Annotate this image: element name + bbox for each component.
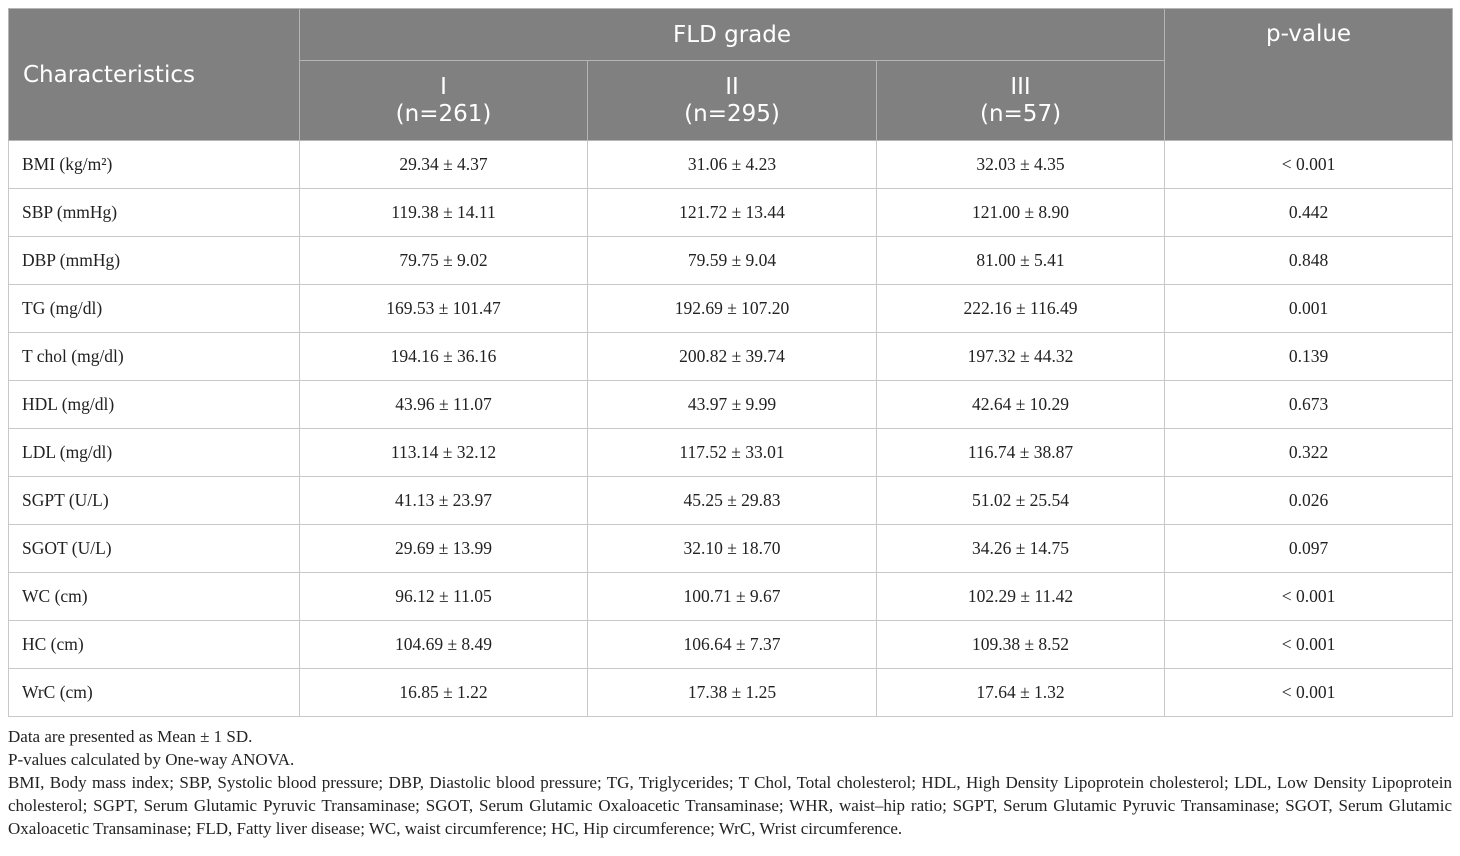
grade-label: I <box>440 73 447 100</box>
cell: 16.85 ± 1.22 <box>299 668 588 717</box>
footnote: P-values calculated by One-way ANOVA. <box>8 750 295 769</box>
cell: 96.12 ± 11.05 <box>299 572 588 621</box>
cell: 81.00 ± 5.41 <box>875 236 1166 285</box>
cell: < 0.001 <box>1164 140 1454 189</box>
cell: 79.59 ± 9.04 <box>587 236 877 285</box>
header-cell: FLD grade <box>298 8 1166 61</box>
cell: 0.322 <box>1164 428 1454 477</box>
table-row: DBP (mmHg) 79.75 ± 9.02 79.59 ± 9.04 81.00 … <box>8 236 1454 285</box>
cell: 32.03 ± 4.35 <box>875 140 1166 189</box>
footnote: BMI, Body mass index; SBP, Systolic bloo… <box>8 773 1452 838</box>
cell: 100.71 ± 9.67 <box>587 572 877 621</box>
table-row: TG (mg/dl) 169.53 ± 101.47 192.69 ± 107.20… <box>8 284 1454 333</box>
cell: 32.10 ± 18.70 <box>587 524 877 573</box>
cell: 0.026 <box>1164 476 1454 525</box>
header-cell: I (n=261) <box>299 60 588 141</box>
table-row: HC (cm) 104.69 ± 8.49 106.64 ± 7.37 109.38 … <box>8 620 1454 669</box>
footnote: Data are presented as Mean ± 1 SD. <box>8 727 253 746</box>
cell: 121.00 ± 8.90 <box>875 188 1166 237</box>
cell: 192.69 ± 107.20 <box>587 284 877 333</box>
row-label: T chol (mg/dl) <box>8 332 300 381</box>
cell: 42.64 ± 10.29 <box>875 380 1166 429</box>
cell: 119.38 ± 14.11 <box>299 188 588 237</box>
grade-n: (n=295) <box>684 100 780 127</box>
row-label: DBP (mmHg) <box>8 236 300 285</box>
grade-n: (n=261) <box>395 100 492 127</box>
header-cell: II (n=295) <box>587 60 877 141</box>
cell: < 0.001 <box>1164 668 1454 717</box>
table-row: SGOT (U/L) 29.69 ± 13.99 32.10 ± 18.70 34.2… <box>8 524 1454 573</box>
table-row: SBP (mmHg) 119.38 ± 14.11 121.72 ± 13.44 12… <box>8 188 1454 237</box>
cell: 200.82 ± 39.74 <box>587 332 877 381</box>
cell: 79.75 ± 9.02 <box>299 236 588 285</box>
cell: 29.34 ± 4.37 <box>299 140 588 189</box>
cell: 29.69 ± 13.99 <box>299 524 588 573</box>
cell: 43.96 ± 11.07 <box>299 380 588 429</box>
cell: 0.673 <box>1164 380 1454 429</box>
table-row: SGPT (U/L) 41.13 ± 23.97 45.25 ± 29.83 51.0… <box>8 476 1454 525</box>
header-cell: Characteristics <box>8 8 300 141</box>
header-row: I (n=261) II (n=295) III (n=57) <box>9 60 1453 141</box>
header-cell: III (n=57) <box>875 60 1166 141</box>
table-row: WrC (cm) 16.85 ± 1.22 17.38 ± 1.25 17.64 ± … <box>8 668 1454 717</box>
cell: 0.001 <box>1164 284 1454 333</box>
cell: 117.52 ± 33.01 <box>587 428 877 477</box>
cell: 121.72 ± 13.44 <box>587 188 877 237</box>
cell: 104.69 ± 8.49 <box>299 620 588 669</box>
footnotes: Data are presented as Mean ± 1 SD. P-valu… <box>8 725 1452 840</box>
row-label: LDL (mg/dl) <box>8 428 300 477</box>
table-row: BMI (kg/m²) 29.34 ± 4.37 31.06 ± 4.23 32.03… <box>8 140 1454 189</box>
grade-label: III <box>1010 73 1031 100</box>
header-cell: p-value <box>1164 8 1454 141</box>
cell: 194.16 ± 36.16 <box>299 332 588 381</box>
row-label: BMI (kg/m²) <box>8 140 300 189</box>
table-row: T chol (mg/dl) 194.16 ± 36.16 200.82 ± 39.… <box>8 332 1454 381</box>
cell: < 0.001 <box>1164 620 1454 669</box>
cell: 17.38 ± 1.25 <box>587 668 877 717</box>
cell: 0.097 <box>1164 524 1454 573</box>
cell: < 0.001 <box>1164 572 1454 621</box>
row-label: WC (cm) <box>8 572 300 621</box>
cell: 0.139 <box>1164 332 1454 381</box>
row-label: WrC (cm) <box>8 668 300 717</box>
cell: 113.14 ± 32.12 <box>299 428 588 477</box>
row-label: SGPT (U/L) <box>8 476 300 525</box>
cell: 169.53 ± 101.47 <box>299 284 588 333</box>
row-label: HDL (mg/dl) <box>8 380 300 429</box>
row-label: TG (mg/dl) <box>8 284 300 333</box>
cell: 102.29 ± 11.42 <box>875 572 1166 621</box>
row-label: HC (cm) <box>8 620 300 669</box>
cell: 31.06 ± 4.23 <box>587 140 877 189</box>
cell: 197.32 ± 44.32 <box>875 332 1166 381</box>
cell: 51.02 ± 25.54 <box>875 476 1166 525</box>
table-head: Characteristics FLD grade p-value I (n=26… <box>8 8 1454 141</box>
grade-label: II <box>725 73 739 100</box>
table-row: WC (cm) 96.12 ± 11.05 100.71 ± 9.67 102.29 … <box>8 572 1454 621</box>
cell: 34.26 ± 14.75 <box>875 524 1166 573</box>
table-body: BMI (kg/m²) 29.34 ± 4.37 31.06 ± 4.23 32.03… <box>8 140 1454 717</box>
cell: 41.13 ± 23.97 <box>299 476 588 525</box>
grade-n: (n=57) <box>979 100 1062 127</box>
cell: 106.64 ± 7.37 <box>587 620 877 669</box>
cell: 43.97 ± 9.99 <box>587 380 877 429</box>
row-label: SGOT (U/L) <box>8 524 300 573</box>
header-row: Characteristics FLD grade p-value <box>8 8 1454 141</box>
cell: 109.38 ± 8.52 <box>875 620 1166 669</box>
cell: 222.16 ± 116.49 <box>875 284 1166 333</box>
cell: 0.848 <box>1164 236 1454 285</box>
data-table: Characteristics FLD grade p-value I (n=26… <box>8 8 1454 717</box>
cell: 116.74 ± 38.87 <box>875 428 1166 477</box>
table-row: HDL (mg/dl) 43.96 ± 11.07 43.97 ± 9.99 42.6… <box>8 380 1454 429</box>
table-container: Characteristics FLD grade p-value I (n=26… <box>8 8 1454 840</box>
cell: 17.64 ± 1.32 <box>875 668 1166 717</box>
cell: 0.442 <box>1164 188 1454 237</box>
cell: 45.25 ± 29.83 <box>587 476 877 525</box>
row-label: SBP (mmHg) <box>8 188 300 237</box>
table-row: LDL (mg/dl) 113.14 ± 32.12 117.52 ± 33.01 1… <box>8 428 1454 477</box>
